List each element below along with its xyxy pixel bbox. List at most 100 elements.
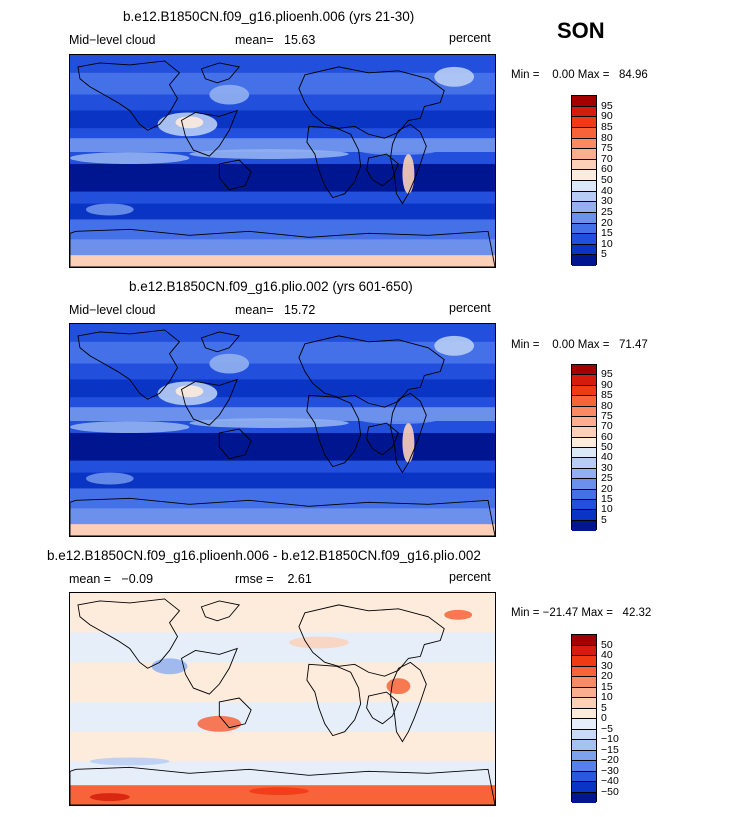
- colorbar-label: 0: [601, 712, 607, 724]
- colorbar-label: 30: [601, 195, 613, 208]
- colorbar-label: −15: [601, 743, 619, 756]
- colorbar-swatch: [572, 458, 596, 469]
- panel-3-units-label: percent: [449, 570, 491, 584]
- colorbar-label: 80: [601, 131, 613, 144]
- colorbar-label: 75: [601, 409, 613, 422]
- colorbar-label: 5: [601, 513, 607, 526]
- colorbar-label: 40: [601, 649, 613, 661]
- colorbar-label: 20: [601, 670, 613, 682]
- colorbar-swatch: [572, 761, 596, 772]
- panel-3-map: [69, 592, 496, 806]
- colorbar-label: 15: [601, 680, 613, 693]
- colorbar-swatch: [572, 234, 596, 245]
- panel-1-mean-label: mean= 15.63: [235, 33, 316, 47]
- colorbar-label: −30: [601, 764, 619, 777]
- panel-2-units-label: percent: [449, 301, 491, 315]
- panel-2-field-label: Mid−level cloud: [69, 303, 156, 317]
- colorbar-swatch: [572, 223, 596, 235]
- colorbar-label: 85: [601, 120, 613, 133]
- colorbar-label: 5: [601, 701, 607, 714]
- colorbar-label: 50: [601, 638, 613, 651]
- colorbar-label: 5: [601, 248, 607, 261]
- colorbar-label: 70: [601, 420, 613, 433]
- colorbar-swatch: [572, 448, 596, 459]
- colorbar-swatch: [572, 708, 596, 719]
- colorbar-swatch: [572, 489, 596, 500]
- colorbar-label: 20: [601, 482, 613, 495]
- colorbar-label: 40: [601, 184, 613, 197]
- panel-3-rmse-label: rmse = 2.61: [235, 572, 312, 586]
- colorbar-swatch: [572, 385, 596, 397]
- colorbar-label: 10: [601, 503, 613, 516]
- colorbar-label: 60: [601, 430, 613, 443]
- colorbar-label: 60: [601, 163, 613, 176]
- colorbar-label: 25: [601, 205, 613, 218]
- panel-2-title: b.e12.B1850CN.f09_g16.plio.002 (yrs 601-…: [129, 279, 413, 294]
- season-label: SON: [557, 18, 605, 43]
- panel-1-title: b.e12.B1850CN.f09_g16.plioenh.006 (yrs 2…: [123, 9, 415, 24]
- colorbar-swatch: [572, 719, 596, 730]
- colorbar-swatch: [572, 396, 596, 407]
- colorbar-swatch: [572, 645, 596, 656]
- colorbar-swatch: [572, 244, 596, 256]
- colorbar-swatch: [572, 427, 596, 438]
- colorbar-label: −40: [601, 775, 619, 787]
- colorbar-label: 95: [601, 99, 613, 112]
- colorbar-swatch: [572, 202, 596, 213]
- colorbar-label: 10: [601, 237, 613, 250]
- colorbar-label: 15: [601, 227, 613, 240]
- colorbar-label: 90: [601, 378, 613, 391]
- colorbar-label: 25: [601, 472, 613, 485]
- panel-3-mean-label: mean = −0.09: [69, 572, 154, 586]
- panel-1-minmax: Min = 0.00 Max = 84.96: [511, 69, 648, 81]
- colorbar-label: 30: [601, 659, 613, 672]
- colorbar-swatch: [572, 771, 596, 782]
- colorbar-swatch: [572, 792, 596, 803]
- colorbar-swatch: [572, 499, 596, 511]
- colorbar-swatch: [572, 656, 596, 667]
- colorbar-swatch: [572, 729, 596, 740]
- colorbar-swatch: [572, 406, 596, 417]
- colorbar-swatch: [572, 191, 596, 203]
- colorbar-label: 70: [601, 152, 613, 165]
- colorbar-label: −10: [601, 733, 619, 745]
- colorbar-label: 40: [601, 451, 613, 464]
- panel-2-map: [69, 323, 496, 537]
- panel-1-field-label: Mid−level cloud: [69, 33, 156, 47]
- colorbar-swatch: [572, 520, 596, 531]
- colorbar-swatch: [572, 698, 596, 709]
- colorbar-swatch: [572, 127, 596, 139]
- colorbar-swatch: [572, 750, 596, 761]
- colorbar-label: 75: [601, 142, 613, 155]
- colorbar-label: 50: [601, 441, 613, 453]
- colorbar-label: −5: [601, 722, 613, 735]
- panel-3-title: b.e12.B1850CN.f09_g16.plioenh.006 - b.e1…: [47, 548, 481, 563]
- colorbar-label: 90: [601, 110, 613, 123]
- colorbar-swatch: [572, 212, 596, 224]
- panel-1-map: [69, 54, 496, 268]
- colorbar-swatch: [572, 106, 596, 118]
- panel-3-minmax: Min = −21.47 Max = 42.32: [511, 607, 652, 619]
- panel-2-colorbar: [571, 364, 597, 531]
- colorbar-label: 30: [601, 461, 613, 474]
- colorbar-swatch: [572, 687, 596, 698]
- colorbar-swatch: [572, 159, 596, 171]
- colorbar-swatch: [572, 437, 596, 448]
- colorbar-swatch: [572, 181, 596, 192]
- colorbar-label: 95: [601, 368, 613, 381]
- colorbar-label: 10: [601, 691, 613, 703]
- colorbar-label: 85: [601, 389, 613, 402]
- colorbar-swatch: [572, 170, 596, 181]
- colorbar-swatch: [572, 375, 596, 386]
- colorbar-label: 50: [601, 174, 613, 186]
- colorbar-swatch: [572, 149, 596, 160]
- colorbar-swatch: [572, 96, 596, 107]
- colorbar-label: −20: [601, 754, 619, 766]
- panel-2-minmax: Min = 0.00 Max = 71.47: [511, 339, 648, 351]
- colorbar-swatch: [572, 117, 596, 128]
- colorbar-label: 20: [601, 216, 613, 229]
- colorbar-swatch: [572, 782, 596, 793]
- panel-3-colorbar: [571, 634, 597, 803]
- colorbar-label: −50: [601, 785, 619, 798]
- colorbar-swatch: [572, 635, 596, 646]
